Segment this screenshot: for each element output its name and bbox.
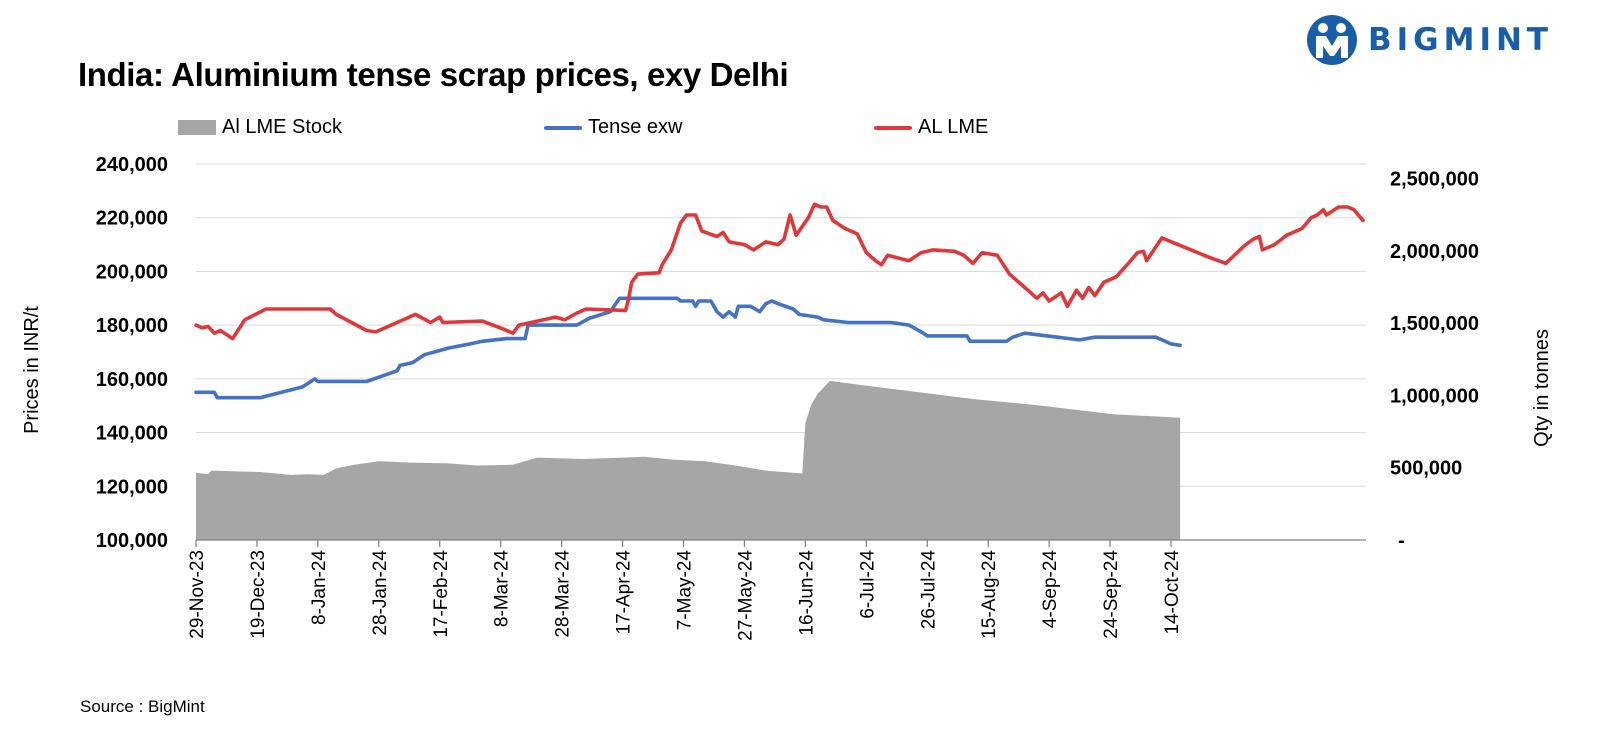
brand-logo: BIGMINT [1306,10,1553,70]
legend-swatch-tense [544,125,582,130]
y-tick-label-left: 160,000 [96,369,168,391]
x-tick-label: 8-Jan-24 [309,550,330,625]
legend-swatch-stock [178,120,216,135]
y-tick-label-left: 180,000 [96,315,168,337]
y-tick-label-left: 220,000 [96,208,168,230]
source-note: Source : BigMint [80,697,205,716]
chart-title: India: Aluminium tense scrap prices, exy… [78,56,789,93]
axes: 100,000 120,000 140,000 160,000 180,000 200,0… [96,154,1479,641]
series-line-al-lme [194,202,1365,341]
x-tick-label: 15-Aug-24 [979,550,1000,639]
series-area-al-lme-stock [196,380,1181,540]
x-tick-label: 17-Feb-24 [431,550,452,638]
y-tick-label-right: 2,500,000 [1390,168,1479,190]
y-tick-label-right: 500,000 [1390,458,1462,480]
y-tick-label-right: 1,000,000 [1390,385,1479,407]
x-tick-label: 16-Jun-24 [796,550,817,636]
x-tick-label: 28-Jan-24 [370,550,391,636]
y-tick-label-left: 140,000 [96,423,168,445]
y-tick-label-left: 120,000 [96,476,168,498]
brand-name: BIGMINT [1368,22,1554,58]
y-axis-title-right: Qty in tonnes [1531,329,1553,447]
legend-label-lme: AL LME [918,116,989,138]
y-tick-label-right: - [1398,530,1405,552]
y-tick-label-left: 200,000 [96,261,168,283]
y-tick-label-right: 2,000,000 [1390,241,1479,263]
x-tick-label: 24-Sep-24 [1101,550,1122,639]
x-tick-label: 8-Mar-24 [492,550,513,628]
x-tick-label: 19-Dec-23 [248,550,269,639]
y-tick-label-left: 240,000 [96,154,168,176]
x-tick-label: 28-Mar-24 [553,550,574,638]
legend-label-stock: Al LME Stock [222,116,343,138]
series-line-tense-exw [194,296,1182,400]
legend-label-tense: Tense exw [588,116,683,138]
x-tick-label: 27-May-24 [735,550,756,641]
plot-area-series [196,380,1181,540]
x-tick-label: 26-Jul-24 [918,550,939,630]
legend-item-tense: Tense exw [544,116,683,139]
y-tick-label-right: 1,500,000 [1390,313,1479,335]
plot-line-series [194,202,1365,400]
y-axis-title-left: Prices in INR/t [21,306,43,434]
gridlines [196,163,1366,487]
y-tick-label-left: 100,000 [96,530,168,552]
bigmint-logo-icon [1307,15,1357,65]
x-tick-label: 14-Oct-24 [1162,550,1183,635]
x-tick-label: 4-Sep-24 [1040,550,1061,629]
x-tick-label: 6-Jul-24 [857,550,878,619]
x-tick-label: 29-Nov-23 [187,550,208,639]
legend-item-lme: AL LME [874,116,988,139]
legend-swatch-lme [874,125,912,130]
x-tick-label: 17-Apr-24 [614,550,635,635]
legend-item-stock: Al LME Stock [178,116,342,139]
x-tick-label: 7-May-24 [675,550,696,631]
